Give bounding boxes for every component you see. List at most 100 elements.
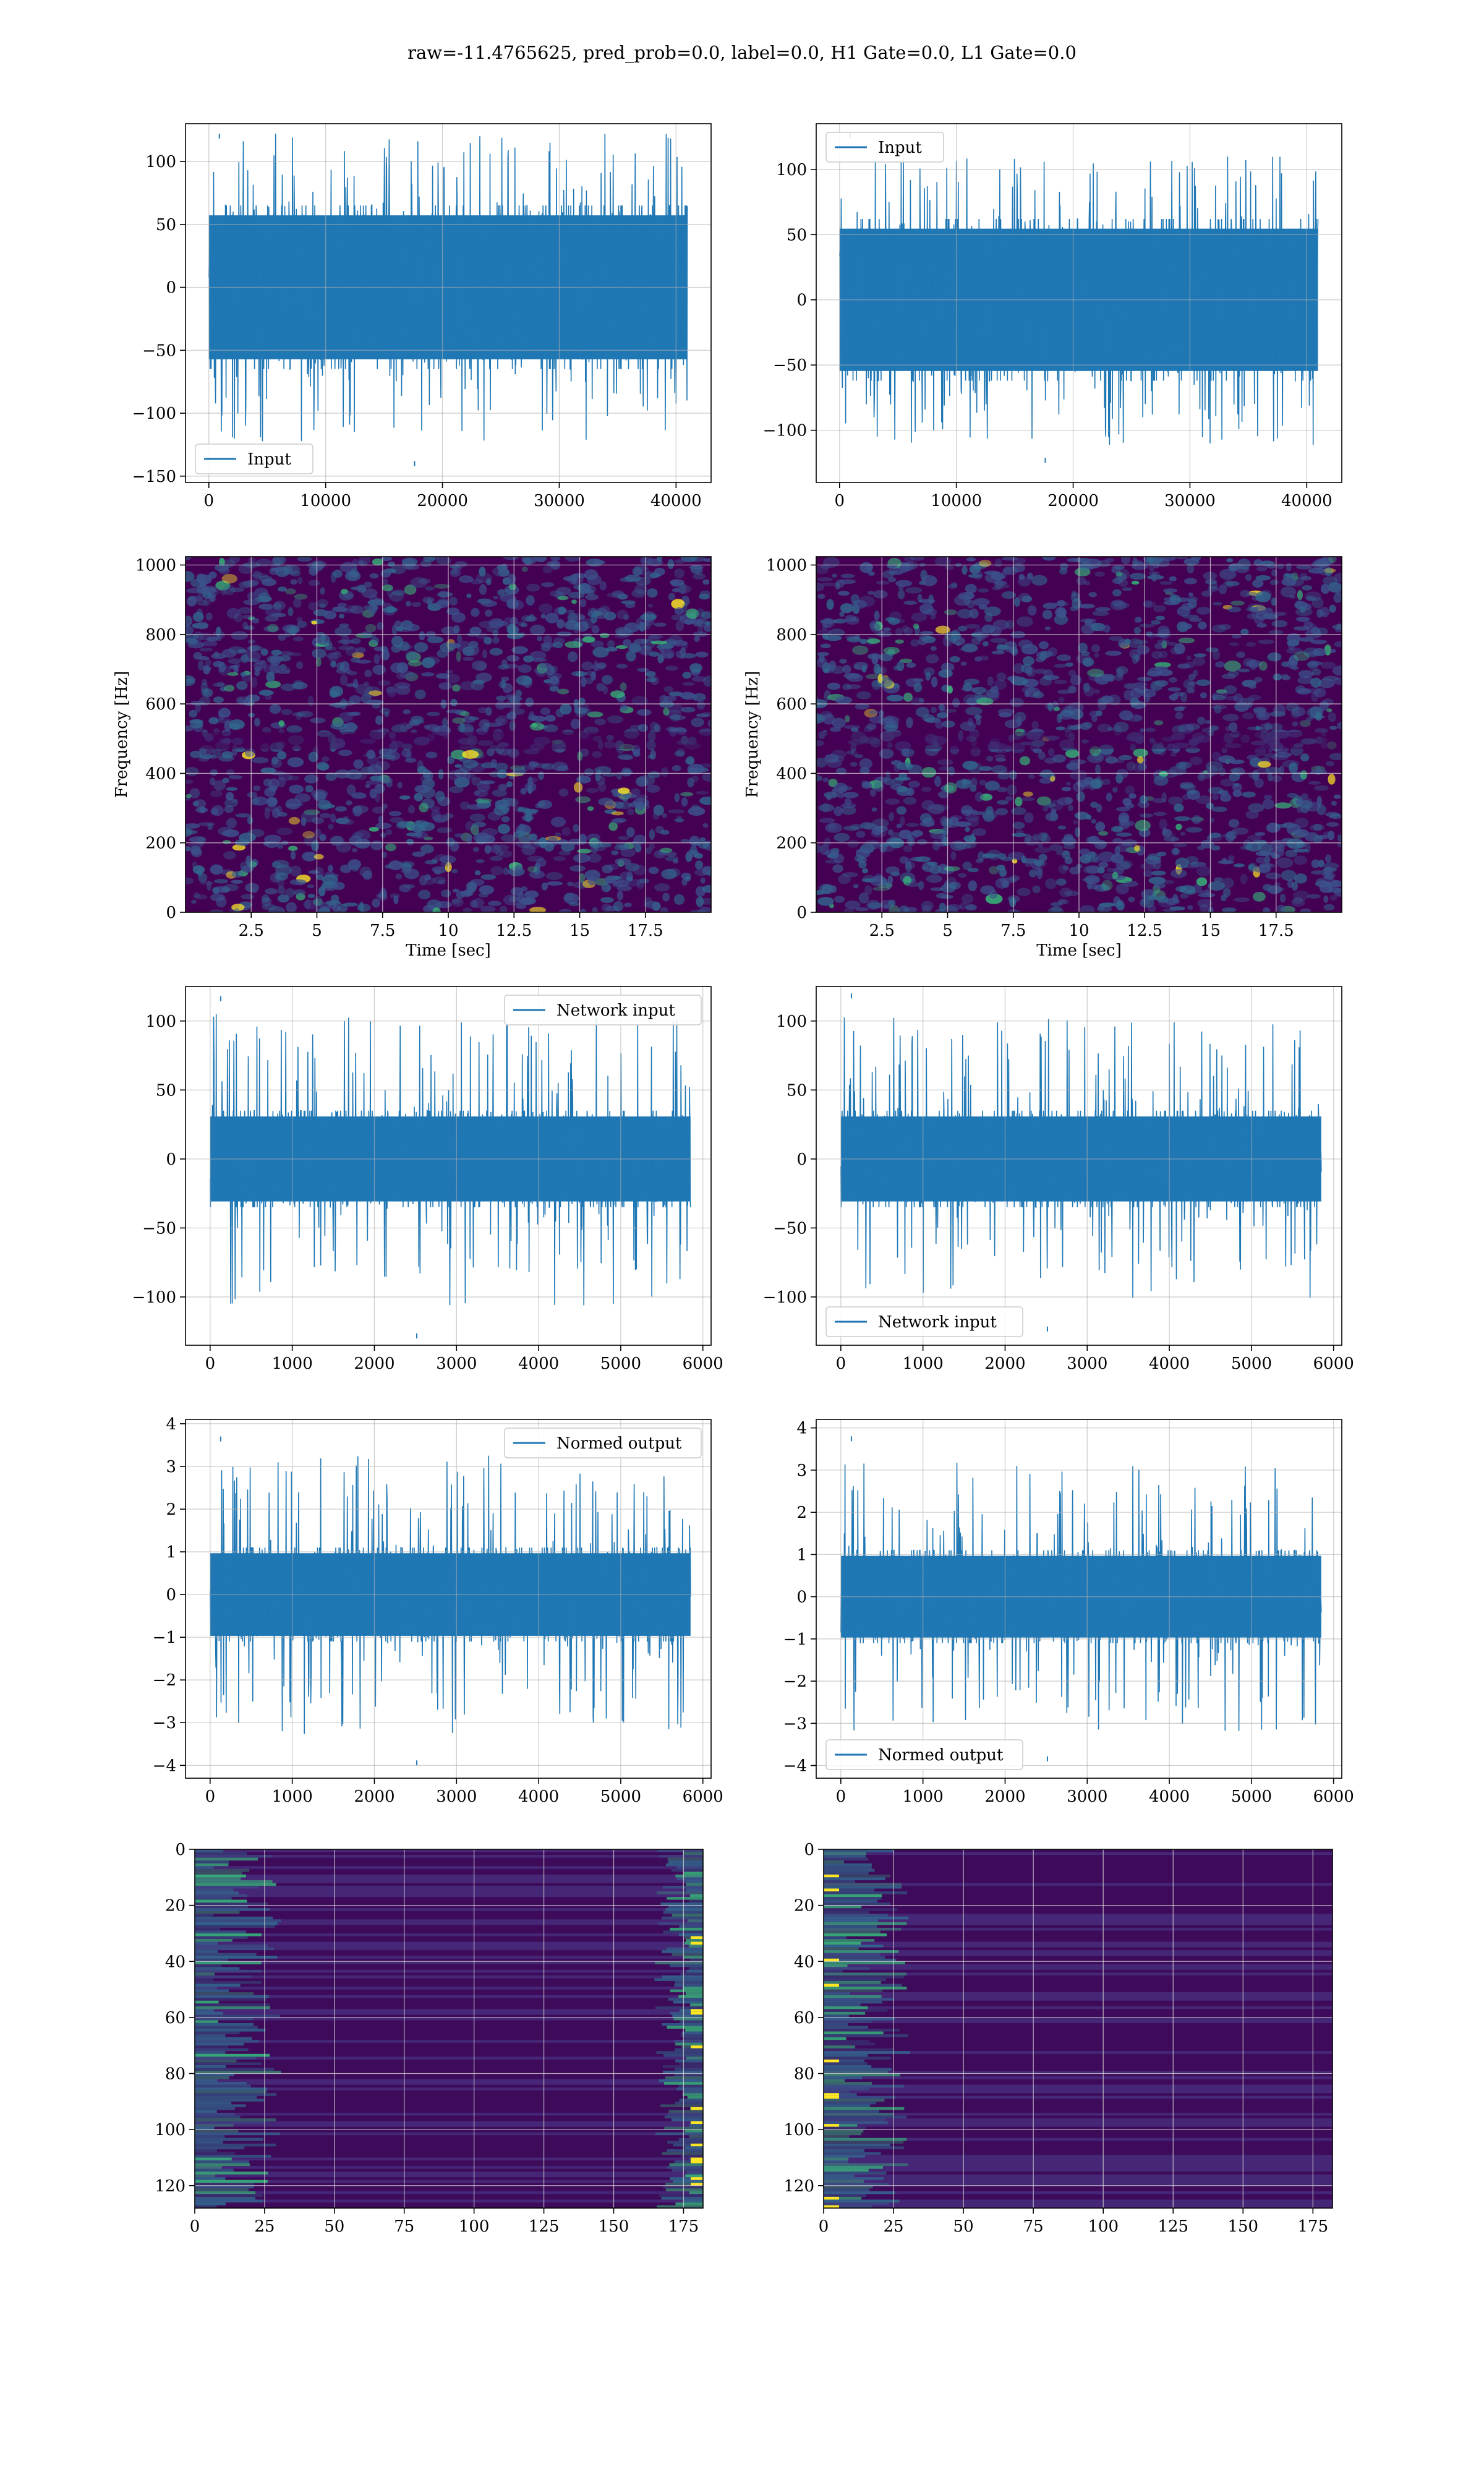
y-tick-label: 600 [776, 695, 807, 714]
x-tick-label: 75 [394, 2217, 414, 2236]
y-tick-label: 100 [145, 1012, 176, 1031]
y-tick-label: −50 [142, 1219, 176, 1238]
x-tick-label: 5 [312, 922, 322, 940]
x-tick-label: 4000 [1149, 1355, 1190, 1373]
axes-frame [816, 1419, 1342, 1779]
y-tick-label: 120 [155, 2177, 186, 2196]
y-tick-label: 100 [776, 161, 807, 179]
x-tick-label: 0 [819, 2217, 829, 2236]
x-tick-label: 6000 [1313, 1787, 1354, 1806]
x-tick-label: 1000 [272, 1787, 313, 1806]
chart-row3-left: 0 1000 2000 3000 4000 5000 6000 −100 −50 0 50 100 Ne… [132, 986, 723, 1373]
x-tick-label: 40000 [650, 492, 702, 510]
x-tick-label: 0 [190, 2217, 200, 2236]
legend-box [825, 1306, 1023, 1337]
y-tick-label: −50 [773, 1219, 807, 1238]
y-tick-label: −2 [153, 1671, 176, 1690]
chart-row1-right: 0 10000 20000 30000 40000 −100 −50 0 50 100 Input [763, 123, 1342, 510]
chart-row4-right: 0 1000 2000 3000 4000 5000 6000 −4 −3 −2 −1 0 1 2 3 4 No… [783, 1419, 1354, 1806]
y-tick-label: 80 [165, 2065, 186, 2084]
y-tick-label: 20 [794, 1897, 814, 1915]
x-tick-label: 6000 [683, 1787, 723, 1806]
x-tick-label: 4000 [518, 1787, 559, 1806]
x-tick-label: 125 [529, 2217, 560, 2236]
y-tick-label: 1000 [135, 556, 176, 575]
x-tick-label: 3000 [1067, 1355, 1107, 1373]
chart-row2-right: 2.5 5 7.5 10 12.5 15 17.5 0 200 400 600 800 1000 Time… [743, 556, 1342, 960]
x-axis-label: Time [sec] [1036, 941, 1122, 960]
y-tick-label: −50 [773, 356, 807, 375]
legend-label: Input [878, 139, 922, 157]
y-tick-label: 1 [166, 1543, 176, 1562]
axes-frame [823, 1849, 1333, 2209]
y-tick-label: 200 [145, 834, 176, 853]
y-tick-label: −100 [763, 422, 807, 440]
legend-label: Network input [878, 1313, 997, 1332]
chart-row3-right: 0 1000 2000 3000 4000 5000 6000 −100 −50 0 50 100 Ne… [763, 986, 1354, 1373]
y-tick-label: 200 [776, 834, 807, 853]
x-tick-label: 50 [324, 2217, 344, 2236]
x-tick-label: 0 [204, 492, 215, 510]
axes-frame [816, 123, 1342, 483]
heatmap-image [195, 1849, 703, 2208]
x-tick-label: 6000 [1313, 1355, 1354, 1373]
chart-row5-right: 0 25 50 75 100 125 150 175 0 20 40 60 80 100 120 [783, 1841, 1333, 2236]
legend: Network input [825, 1306, 1023, 1337]
legend-label: Normed output [556, 1434, 682, 1453]
y-tick-label: 400 [145, 764, 176, 783]
x-tick-label: 12.5 [1127, 922, 1162, 940]
y-tick-label: 3 [166, 1458, 176, 1476]
x-tick-label: 150 [599, 2217, 629, 2236]
y-tick-label: 80 [794, 2065, 814, 2084]
x-tick-label: 2000 [354, 1355, 394, 1373]
y-tick-label: −1 [153, 1629, 176, 1647]
x-tick-label: 3000 [436, 1787, 477, 1806]
x-tick-label: 10000 [300, 492, 351, 510]
y-tick-label: 0 [796, 1588, 807, 1607]
x-tick-label: 20000 [417, 492, 468, 510]
legend-box [825, 1739, 1023, 1770]
x-tick-label: 2000 [354, 1787, 394, 1806]
y-tick-label: 50 [156, 1081, 176, 1100]
heatmap-image [186, 557, 711, 912]
y-tick-label: 400 [776, 764, 807, 783]
series-line [840, 1017, 1322, 1298]
x-tick-label: 7.5 [1000, 922, 1026, 940]
legend-box [825, 132, 944, 163]
y-tick-label: 3 [796, 1462, 807, 1480]
x-tick-label: 30000 [534, 492, 585, 510]
y-tick-label: 60 [165, 2009, 186, 2027]
y-tick-label: 20 [165, 1897, 186, 1915]
x-tick-label: 3000 [1067, 1787, 1107, 1806]
legend-label: Input [247, 450, 291, 469]
y-tick-label: 0 [166, 1586, 176, 1604]
x-tick-label: 40000 [1281, 492, 1333, 510]
x-tick-label: 5000 [1231, 1787, 1272, 1806]
series-line [839, 156, 1319, 445]
chart-row5-left: 0 25 50 75 100 125 150 175 0 20 40 60 80 100 120 [155, 1841, 704, 2236]
y-tick-label: 40 [165, 1953, 186, 1971]
x-tick-label: 1000 [903, 1787, 944, 1806]
legend: Input [825, 132, 944, 163]
y-tick-label: 50 [156, 216, 176, 234]
chart-row2-left: 2.5 5 7.5 10 12.5 15 17.5 0 200 400 600 800 1000 Time… [113, 556, 712, 960]
x-tick-label: 2000 [984, 1787, 1025, 1806]
x-tick-label: 1000 [272, 1355, 313, 1373]
x-tick-label: 50 [953, 2217, 974, 2236]
x-tick-label: 100 [459, 2217, 490, 2236]
x-tick-label: 0 [835, 492, 845, 510]
x-tick-label: 175 [1298, 2217, 1329, 2236]
y-tick-label: 1000 [766, 556, 807, 575]
series-line [208, 134, 688, 442]
figure-title: raw=-11.4765625, pred_prob=0.0, label=0.… [407, 42, 1077, 63]
y-tick-label: −100 [763, 1288, 807, 1307]
heatmap-image [816, 557, 1342, 912]
x-tick-label: 2.5 [869, 922, 895, 940]
x-tick-label: 17.5 [628, 922, 663, 940]
x-tick-label: 10 [1068, 922, 1089, 940]
y-tick-label: −2 [783, 1672, 807, 1691]
y-tick-label: 0 [796, 1150, 807, 1169]
legend-box [504, 995, 702, 1025]
y-tick-label: −4 [783, 1757, 807, 1776]
y-tick-label: −4 [153, 1757, 176, 1775]
